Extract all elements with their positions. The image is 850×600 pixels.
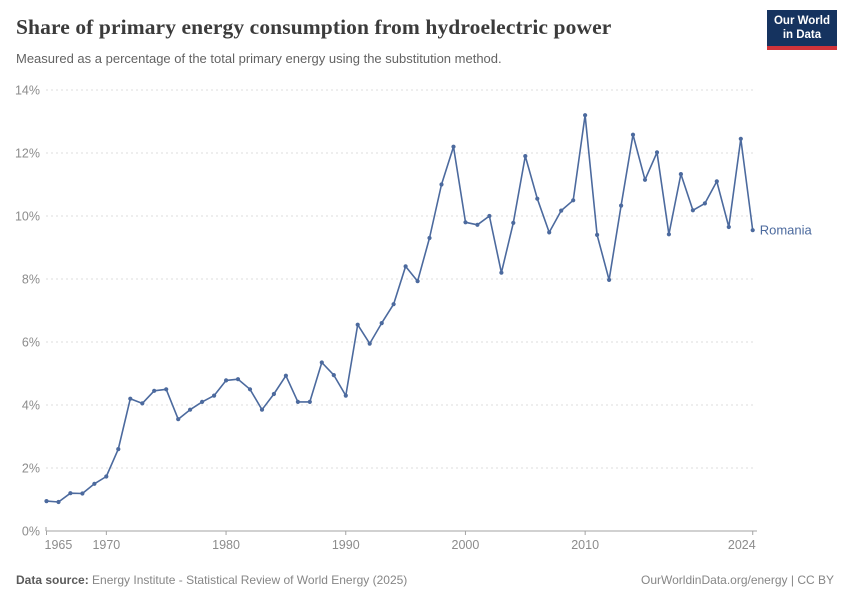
data-source-text: Energy Institute - Statistical Review of… [88, 573, 408, 587]
data-point[interactable] [116, 447, 121, 452]
page-title: Share of primary energy consumption from… [16, 15, 612, 39]
y-tick-label: 2% [22, 462, 40, 476]
data-point[interactable] [188, 407, 193, 412]
data-source-label: Data source: [16, 573, 89, 587]
y-tick-label: 4% [22, 399, 40, 413]
x-tick-label: 2024 [728, 538, 756, 552]
data-point[interactable] [367, 341, 372, 346]
data-point[interactable] [128, 396, 133, 401]
data-point[interactable] [523, 154, 528, 159]
series-line-romania[interactable] [46, 114, 754, 503]
data-point[interactable] [726, 224, 731, 230]
chart-footer: Data source: Energy Institute - Statisti… [16, 573, 834, 587]
data-point[interactable] [559, 208, 564, 213]
data-point[interactable] [630, 132, 636, 137]
data-point[interactable] [595, 232, 600, 237]
data-point[interactable] [164, 387, 169, 392]
x-tick-label: 1990 [332, 538, 360, 552]
data-point[interactable] [92, 481, 97, 486]
data-point[interactable] [259, 407, 265, 412]
data-point[interactable] [607, 277, 612, 282]
x-tick-label: 2000 [452, 538, 480, 552]
chart-subtitle: Measured as a percentage of the total pr… [16, 51, 502, 66]
data-point[interactable] [379, 321, 384, 326]
data-point[interactable] [690, 208, 696, 213]
data-point[interactable] [247, 387, 253, 392]
data-point[interactable] [271, 391, 276, 397]
data-point[interactable] [307, 399, 312, 404]
data-point[interactable] [391, 302, 396, 307]
data-point[interactable] [343, 393, 348, 398]
data-point[interactable] [415, 279, 420, 284]
data-point[interactable] [678, 172, 684, 177]
data-point[interactable] [702, 201, 708, 206]
y-tick-label: 10% [15, 210, 40, 224]
data-point[interactable] [750, 228, 755, 233]
data-point[interactable] [642, 177, 648, 182]
data-point[interactable] [152, 388, 157, 393]
x-tick-label: 1970 [92, 538, 120, 552]
data-point[interactable] [44, 499, 49, 504]
data-point[interactable] [427, 235, 432, 241]
data-point[interactable] [56, 499, 61, 505]
data-point[interactable] [535, 196, 540, 201]
data-point[interactable] [235, 377, 241, 382]
data-point[interactable] [80, 491, 85, 496]
data-source-note: Data source: Energy Institute - Statisti… [16, 573, 407, 587]
y-tick-label: 0% [22, 525, 40, 539]
data-point[interactable] [487, 213, 492, 219]
y-tick-label: 6% [22, 336, 40, 350]
data-point[interactable] [140, 401, 145, 406]
data-point[interactable] [619, 203, 624, 208]
data-point[interactable] [451, 144, 456, 149]
owid-logo[interactable]: Our World in Data [766, 10, 837, 50]
data-point[interactable] [571, 198, 576, 203]
y-tick-label: 14% [15, 84, 40, 98]
data-point[interactable] [200, 399, 205, 404]
data-point[interactable] [176, 417, 181, 422]
data-point[interactable] [463, 220, 468, 225]
x-tick-label: 1965 [45, 538, 73, 552]
data-point[interactable] [654, 150, 660, 155]
x-tick-label: 2010 [571, 538, 599, 552]
data-point[interactable] [439, 182, 444, 187]
y-tick-label: 8% [22, 273, 40, 287]
data-point[interactable] [738, 136, 743, 141]
y-tick-label: 12% [15, 147, 40, 161]
data-point[interactable] [319, 360, 324, 365]
data-point[interactable] [583, 113, 588, 118]
owid-logo-line2: in Data [782, 29, 822, 42]
credit-link[interactable]: OurWorldinData.org/energy | CC BY [641, 573, 834, 587]
data-point[interactable] [714, 179, 719, 184]
data-point[interactable] [104, 474, 109, 479]
data-point[interactable] [403, 264, 408, 269]
x-tick-label: 1980 [212, 538, 240, 552]
data-point[interactable] [212, 393, 217, 398]
owid-logo-line1: Our World [773, 15, 830, 27]
series-label-romania[interactable]: Romania [760, 223, 813, 238]
data-point[interactable] [511, 220, 516, 225]
data-point[interactable] [475, 222, 480, 227]
data-point[interactable] [68, 491, 73, 496]
data-point[interactable] [295, 399, 300, 404]
data-point[interactable] [224, 378, 229, 383]
data-point[interactable] [499, 270, 504, 275]
data-point[interactable] [283, 373, 288, 378]
data-point[interactable] [331, 373, 336, 378]
data-point[interactable] [547, 230, 552, 235]
data-point[interactable] [666, 232, 672, 237]
data-point[interactable] [355, 322, 360, 327]
